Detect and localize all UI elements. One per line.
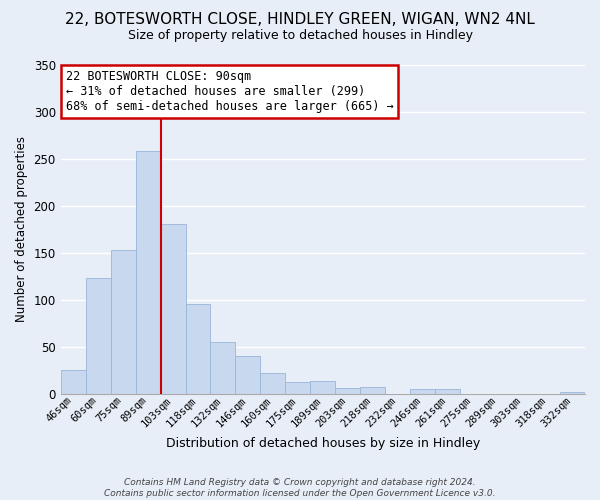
Bar (136, 152, 161, 394)
Bar (86, 278, 110, 394)
Bar (61, 370, 86, 394)
Bar (310, 380, 335, 394)
Bar (335, 388, 360, 394)
Bar (211, 342, 235, 394)
Bar (235, 356, 260, 394)
Bar (410, 389, 435, 394)
Bar (360, 387, 385, 394)
Bar (286, 382, 310, 394)
Text: 22 BOTESWORTH CLOSE: 90sqm
← 31% of detached houses are smaller (299)
68% of sem: 22 BOTESWORTH CLOSE: 90sqm ← 31% of deta… (66, 70, 394, 113)
Bar (110, 250, 136, 394)
Bar (560, 392, 585, 394)
Bar (435, 389, 460, 394)
Bar (185, 304, 211, 394)
X-axis label: Distribution of detached houses by size in Hindley: Distribution of detached houses by size … (166, 437, 480, 450)
Y-axis label: Number of detached properties: Number of detached properties (15, 136, 28, 322)
Text: 22, BOTESWORTH CLOSE, HINDLEY GREEN, WIGAN, WN2 4NL: 22, BOTESWORTH CLOSE, HINDLEY GREEN, WIG… (65, 12, 535, 28)
Bar (260, 373, 286, 394)
Text: Size of property relative to detached houses in Hindley: Size of property relative to detached ho… (128, 29, 473, 42)
Bar (161, 224, 185, 394)
Text: Contains HM Land Registry data © Crown copyright and database right 2024.
Contai: Contains HM Land Registry data © Crown c… (104, 478, 496, 498)
